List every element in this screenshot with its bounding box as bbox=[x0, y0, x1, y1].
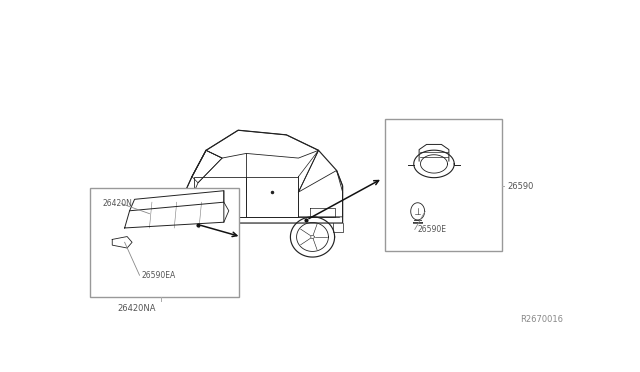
Text: 26590EA: 26590EA bbox=[142, 271, 176, 280]
Bar bbox=[90, 188, 239, 297]
Text: 26590E: 26590E bbox=[417, 225, 446, 234]
Text: R2670016: R2670016 bbox=[520, 315, 564, 324]
Text: 26420N: 26420N bbox=[102, 199, 132, 208]
Text: 26590: 26590 bbox=[508, 182, 534, 191]
Text: 26420NA: 26420NA bbox=[118, 304, 156, 312]
Bar bbox=[385, 119, 502, 251]
